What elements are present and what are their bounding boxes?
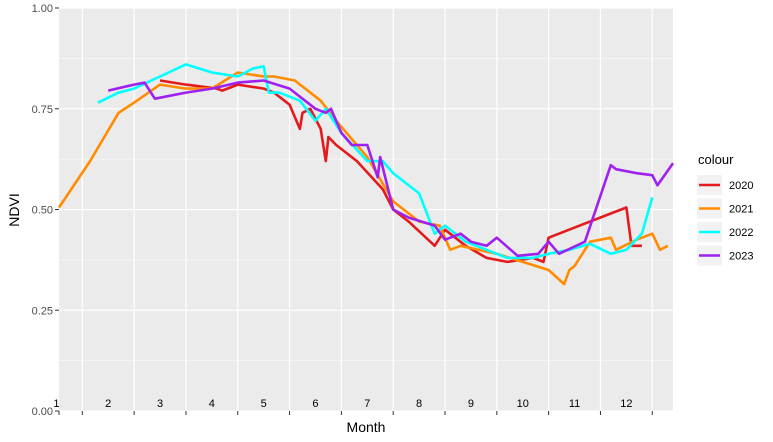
series-line-2023 [107,79,675,258]
series-lines [57,63,675,286]
month-label: 11 [569,398,580,410]
y-tick-label: 1.00 [32,3,53,15]
x-axis-title: Month [347,419,386,435]
x-axis [58,411,653,415]
month-label: 5 [261,398,267,410]
major-gridlines [59,7,673,412]
y-axis-title: NDVI [6,193,22,226]
legend-items: 2020 2021 2022 2023 [697,175,753,266]
month-label: 4 [209,398,215,410]
month-label: 10 [517,398,529,410]
month-label: 6 [312,398,318,410]
month-label: 3 [157,398,163,410]
y-tick-label: 0.75 [32,104,53,116]
month-label: 8 [416,398,422,410]
legend: colour 2020 2021 2022 2023 [697,152,753,266]
month-label: 1 [53,398,59,410]
month-label: 7 [364,398,370,410]
y-tick-label: 0.00 [32,406,53,418]
legend-label: 2023 [729,251,753,263]
legend-label: 2022 [729,227,753,239]
legend-title: colour [698,152,734,167]
y-tick-label: 0.50 [32,205,53,217]
month-label: 2 [105,398,111,410]
y-axis: 0.00 0.25 0.50 0.75 1.00 [32,3,59,418]
y-tick-label: 0.25 [32,305,53,317]
legend-label: 2021 [729,204,753,216]
legend-label: 2020 [729,180,753,192]
month-label: 9 [468,398,474,410]
month-labels: 1 2 3 4 5 6 7 8 9 10 11 12 [53,398,632,410]
month-label: 12 [620,398,632,410]
